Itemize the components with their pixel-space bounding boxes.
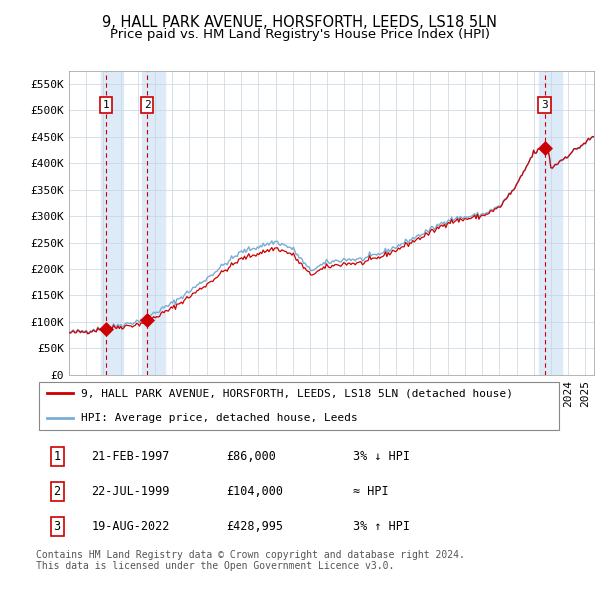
Text: HPI: Average price, detached house, Leeds: HPI: Average price, detached house, Leed… <box>81 414 358 424</box>
Text: £428,995: £428,995 <box>226 520 283 533</box>
Text: 9, HALL PARK AVENUE, HORSFORTH, LEEDS, LS18 5LN: 9, HALL PARK AVENUE, HORSFORTH, LEEDS, L… <box>103 15 497 30</box>
Text: 21-FEB-1997: 21-FEB-1997 <box>91 450 170 463</box>
Text: ≈ HPI: ≈ HPI <box>353 484 388 498</box>
Text: £86,000: £86,000 <box>226 450 276 463</box>
Text: £104,000: £104,000 <box>226 484 283 498</box>
Text: 1: 1 <box>53 450 61 463</box>
Text: 2: 2 <box>144 100 151 110</box>
Text: Price paid vs. HM Land Registry's House Price Index (HPI): Price paid vs. HM Land Registry's House … <box>110 28 490 41</box>
Text: 3: 3 <box>541 100 548 110</box>
Text: 9, HALL PARK AVENUE, HORSFORTH, LEEDS, LS18 5LN (detached house): 9, HALL PARK AVENUE, HORSFORTH, LEEDS, L… <box>81 388 513 398</box>
Bar <box>539 71 562 375</box>
Text: 3% ↓ HPI: 3% ↓ HPI <box>353 450 410 463</box>
Bar <box>101 71 123 375</box>
Text: 3: 3 <box>53 520 61 533</box>
Text: 19-AUG-2022: 19-AUG-2022 <box>91 520 170 533</box>
Text: 22-JUL-1999: 22-JUL-1999 <box>91 484 170 498</box>
Text: 3% ↑ HPI: 3% ↑ HPI <box>353 520 410 533</box>
Text: 1: 1 <box>102 100 109 110</box>
FancyBboxPatch shape <box>38 382 559 430</box>
Text: 2: 2 <box>53 484 61 498</box>
Text: Contains HM Land Registry data © Crown copyright and database right 2024.
This d: Contains HM Land Registry data © Crown c… <box>36 550 465 572</box>
Bar <box>142 71 164 375</box>
